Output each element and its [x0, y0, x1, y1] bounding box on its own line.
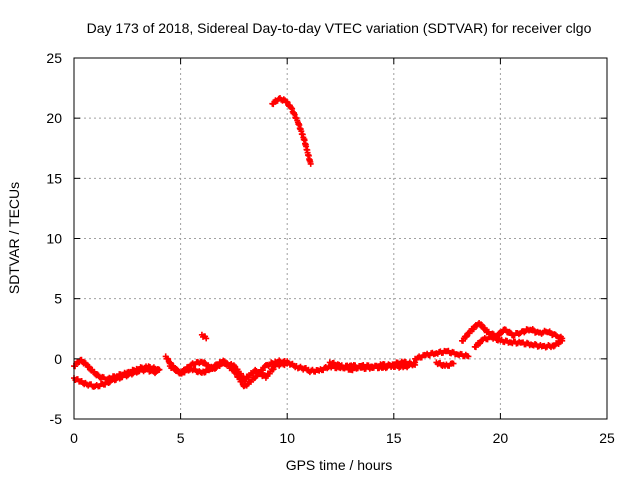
data-point-markers: [198, 331, 210, 342]
grid: [74, 58, 607, 419]
x-tick-label: 10: [279, 430, 295, 446]
y-tick-label: 5: [54, 291, 62, 307]
data-point-markers: [326, 358, 419, 374]
data-point-markers: [269, 95, 314, 167]
y-tick-label: 0: [54, 351, 62, 367]
x-tick-label: 15: [386, 430, 402, 446]
y-tick-label: 10: [46, 231, 62, 247]
chart-title: Day 173 of 2018, Sidereal Day-to-day VTE…: [87, 20, 592, 36]
data-series-segment: [471, 333, 566, 351]
x-tick-label: 25: [599, 430, 615, 446]
data-point-markers: [166, 357, 312, 390]
data-series-segment: [71, 356, 163, 383]
data-points: [71, 95, 566, 390]
data-series-segment: [198, 331, 210, 342]
y-tick-label: -5: [50, 411, 63, 427]
data-point-markers: [412, 347, 472, 363]
data-point-markers: [471, 333, 566, 351]
data-series-segment: [326, 358, 419, 374]
x-axis-label: GPS time / hours: [286, 457, 393, 473]
y-tick-label: 25: [46, 50, 62, 66]
data-point-markers: [433, 359, 457, 369]
y-tick-label: 15: [46, 170, 62, 186]
x-tick-label: 5: [177, 430, 185, 446]
x-tick-label: 0: [70, 430, 78, 446]
data-series-segment: [166, 357, 312, 390]
data-point-markers: [162, 353, 291, 384]
y-axis-label: SDTVAR / TECUs: [6, 182, 22, 294]
axis-ticks: 0 5 10 15 20 25 -5 0 5 10 15 20 25: [46, 50, 615, 446]
y-tick-label: 20: [46, 110, 62, 126]
data-point-markers: [71, 356, 163, 383]
data-series-segment: [162, 353, 291, 384]
x-tick-label: 20: [493, 430, 509, 446]
data-series-segment: [269, 95, 314, 167]
data-series-segment: [433, 359, 457, 369]
data-series-segment: [412, 347, 472, 363]
